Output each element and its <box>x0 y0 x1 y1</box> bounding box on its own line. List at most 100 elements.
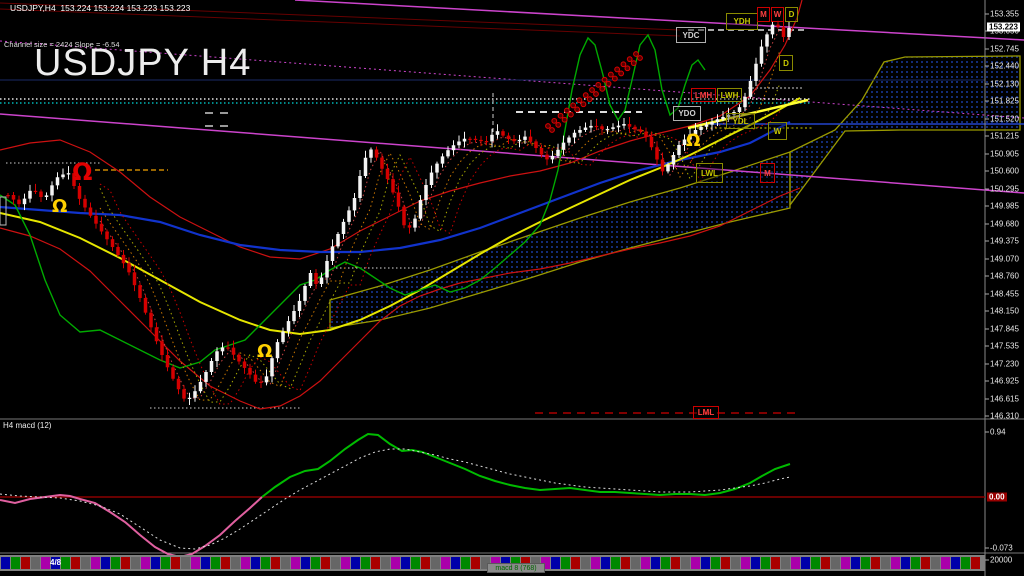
candles <box>6 20 791 405</box>
candle <box>396 185 401 212</box>
candle <box>380 153 384 175</box>
candle <box>352 193 357 217</box>
candle <box>479 135 483 147</box>
candle <box>556 143 560 158</box>
dotted-arrow <box>545 51 643 133</box>
price-level-label-ydc[interactable]: YDC <box>676 27 706 43</box>
indicator-red-envelope-upper <box>0 0 803 260</box>
candle <box>297 293 302 317</box>
candle <box>627 117 632 133</box>
price-level-label-ydh[interactable]: YDH <box>726 13 758 30</box>
candle <box>765 32 769 53</box>
candle <box>281 327 285 345</box>
price-level-label-ydo[interactable]: YDO <box>673 106 701 121</box>
price-tick-label: 151.825 <box>990 96 1019 106</box>
candle <box>737 104 742 118</box>
price-tick-label: 146.925 <box>990 376 1019 386</box>
candle <box>655 141 659 166</box>
omega-marker: Ω <box>72 158 92 186</box>
candle <box>336 232 340 249</box>
candle <box>677 141 681 158</box>
candle <box>6 193 10 199</box>
candle <box>253 369 258 384</box>
candle <box>270 356 274 383</box>
price-level-label-m[interactable]: M <box>760 163 775 183</box>
indicator-upper-band-top <box>0 2 681 31</box>
candle <box>715 114 720 126</box>
candle <box>39 189 43 202</box>
price-tick-label: 149.985 <box>990 201 1019 211</box>
candle <box>583 122 588 132</box>
price-tick-label: 152.440 <box>990 61 1019 71</box>
candle <box>226 341 230 351</box>
candle <box>385 163 390 184</box>
candle <box>154 322 159 345</box>
candle <box>99 216 104 235</box>
indicator-upper-band-top2 <box>0 8 681 37</box>
candle <box>61 168 65 180</box>
omega-marker: Ω <box>686 131 700 151</box>
price-level-label-w[interactable]: W <box>771 7 784 22</box>
candle <box>633 124 637 134</box>
candle <box>72 171 76 189</box>
candle <box>660 152 665 176</box>
price-tick-label: 149.375 <box>990 236 1019 246</box>
price-level-label-lml[interactable]: LML <box>693 406 719 419</box>
candle <box>187 392 192 405</box>
price-tick-label: 152.130 <box>990 79 1019 89</box>
price-level-label-w[interactable]: W <box>768 122 787 140</box>
macd-tick-label: 0.94 <box>990 427 1006 437</box>
price-tick-label: 151.520 <box>990 114 1019 124</box>
candle <box>770 21 775 39</box>
candle <box>160 335 164 361</box>
candle <box>402 204 406 229</box>
candle <box>363 150 368 178</box>
candle <box>94 209 98 229</box>
candle <box>501 129 505 138</box>
candle <box>490 128 494 148</box>
price-level-label-lwl[interactable]: LWL <box>696 163 723 183</box>
strip-center-label: macd 8 (768) <box>487 563 545 573</box>
price-level-label-ydl[interactable]: YDL <box>726 113 755 129</box>
price-level-label-lmh[interactable]: LMH <box>691 88 716 102</box>
candle <box>248 363 252 379</box>
candle <box>110 236 115 252</box>
price-level-label-lwh[interactable]: LWH <box>717 88 742 102</box>
candle <box>528 129 533 144</box>
candle <box>787 22 791 40</box>
price-tick-label: 148.150 <box>990 306 1019 316</box>
candle <box>347 206 351 225</box>
candle <box>754 57 758 86</box>
candle <box>545 150 549 166</box>
candle <box>759 39 764 67</box>
price-tick-label: 146.310 <box>990 411 1019 421</box>
candle <box>704 121 709 130</box>
candle <box>149 308 153 333</box>
candle <box>319 272 324 287</box>
candle <box>88 202 93 218</box>
candle <box>55 172 60 190</box>
price-level-label-d[interactable]: D <box>785 7 798 22</box>
price-tick-label: 147.845 <box>990 324 1019 334</box>
price-tick-label: 152.745 <box>990 44 1019 54</box>
price-tick-label: 149.070 <box>990 254 1019 264</box>
candle <box>341 218 346 239</box>
candle <box>484 136 489 146</box>
candle <box>776 20 780 29</box>
candle <box>11 192 16 205</box>
candle <box>165 348 170 372</box>
candle <box>105 229 109 246</box>
candle <box>534 139 538 153</box>
macd-tick-label: 20000 <box>990 555 1013 565</box>
candle <box>215 347 219 367</box>
price-level-label-m[interactable]: M <box>757 7 770 22</box>
candle <box>611 123 615 131</box>
candle <box>138 283 142 302</box>
candle <box>699 124 703 135</box>
candle <box>220 342 225 356</box>
candle <box>539 145 544 158</box>
price-level-label-d[interactable]: D <box>779 55 793 71</box>
left-edge-marker <box>0 196 7 226</box>
candle <box>275 339 280 363</box>
